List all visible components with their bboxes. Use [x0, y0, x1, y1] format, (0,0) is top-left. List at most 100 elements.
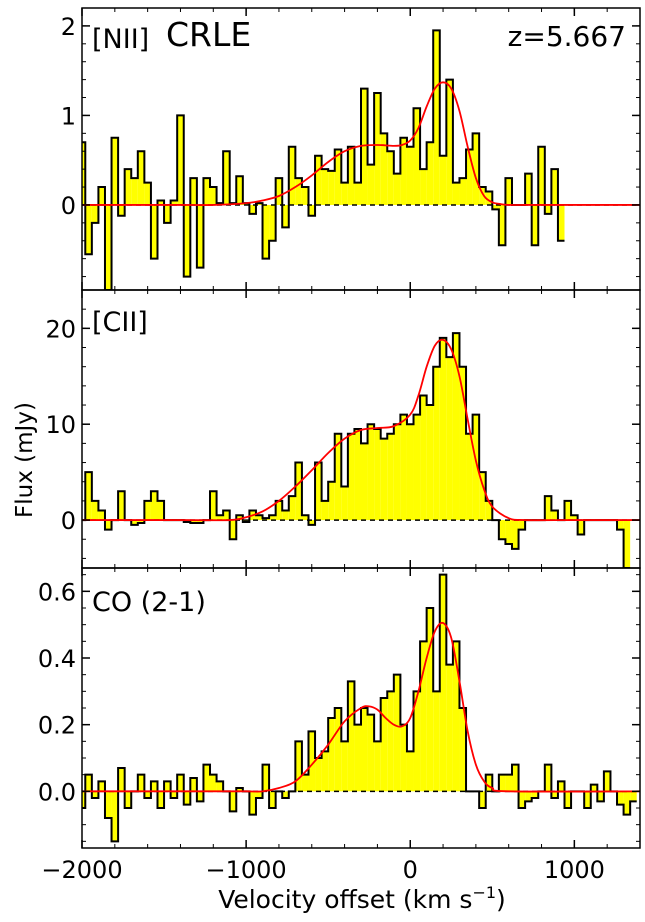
co-flux-bin [321, 751, 329, 792]
co-flux-bin [124, 791, 132, 808]
cii-flux-bin [479, 472, 486, 521]
co-flux-bin [511, 764, 519, 792]
nii-flux-bin [164, 204, 171, 223]
nii-flux-bin [439, 155, 447, 205]
nii-flux-bin [485, 191, 493, 205]
cii-flux-bin [150, 491, 158, 521]
co-flux-bin [190, 778, 197, 792]
cii-flux-bin [321, 500, 329, 521]
co-flux-bin [367, 714, 375, 792]
nii-flux-bin [400, 137, 407, 205]
nii-ytick-label: 0 [61, 192, 76, 220]
co-flux-bin [420, 641, 427, 792]
cii-flux-bin [210, 491, 217, 521]
cii-flux-bin [347, 433, 355, 521]
co-flux-bin [485, 774, 493, 792]
nii-flux-bin [433, 30, 440, 205]
cii-flux-bin [282, 510, 289, 521]
nii-flux-bin [137, 151, 145, 205]
nii-flux-bin [393, 173, 401, 205]
co-flux-bin [301, 774, 309, 792]
nii-flux-bin [479, 187, 486, 205]
co-flux-bin [354, 724, 361, 792]
cii-flux-bin [393, 424, 401, 521]
nii-flux-bin [505, 178, 512, 205]
co-flux-bin [590, 784, 598, 792]
nii-flux-bin [210, 187, 217, 205]
cii-flux-bin [361, 443, 368, 521]
nii-flux-bin [420, 169, 427, 205]
co-flux-bin [498, 774, 506, 792]
co-flux-bin [597, 791, 604, 802]
co-flux-bin [236, 788, 243, 792]
cii-flux-bin [85, 472, 92, 521]
nii-flux-bin [492, 204, 499, 210]
cii-flux-bin [367, 424, 375, 521]
cii-flux-bin [439, 337, 447, 521]
nii-flux-bin [170, 200, 178, 205]
nii-flux-bin [498, 204, 506, 246]
nii-flux-bin [406, 146, 414, 205]
cii-flux-bin [118, 491, 125, 521]
nii-spectrum-step-line [82, 29, 565, 290]
co-flux-bin [452, 641, 460, 792]
cii-flux-bin [229, 520, 237, 540]
co-flux-bin [617, 791, 624, 805]
cii-ytick-label: 20 [45, 315, 76, 343]
nii-flux-bin [472, 133, 480, 205]
cii-flux-bin [131, 520, 138, 525]
object-name: CRLE [166, 15, 251, 54]
cii-flux-bin [446, 357, 453, 521]
co-flux-bin [630, 791, 637, 802]
nii-flux-bin [269, 204, 276, 241]
nii-flux-bin [82, 142, 86, 205]
cii-flux-bin [623, 520, 631, 568]
nii-flux-bin [104, 204, 112, 290]
co-gaussian-fit [82, 621, 640, 793]
x-axis-label-main: Velocity offset (km s [218, 885, 472, 914]
nii-flux-bin [361, 88, 368, 205]
nii-flux-bin [295, 178, 302, 205]
nii-flux-bin [203, 178, 211, 205]
co-flux-bin [229, 791, 237, 812]
cii-flux-bin [137, 520, 145, 523]
nii-flux-bin [544, 204, 552, 214]
co-flux-bin [295, 741, 302, 792]
cii-flux-bin [420, 395, 427, 521]
cii-flux-bin [406, 424, 414, 521]
nii-flux-bin [124, 169, 132, 205]
co-flux-bin [334, 708, 342, 792]
nii-flux-bin [308, 204, 316, 216]
nii-flux-bin [387, 151, 394, 205]
cii-flux-bin [413, 414, 421, 521]
nii-flux-bin [111, 137, 119, 205]
co-flux-bin [387, 691, 394, 792]
nii-flux-bin [531, 204, 539, 246]
co-flux-bin [413, 691, 421, 792]
nii-gaussian-fit [82, 81, 640, 206]
cii-flux-bin [354, 429, 361, 521]
co-flux-bin [557, 781, 565, 792]
cii-flux-bin [466, 433, 473, 521]
nii-flux-bin [183, 204, 191, 277]
nii-flux-bin [459, 178, 467, 205]
cii-flux-bin [374, 429, 381, 521]
co-flux-bin [118, 768, 125, 792]
nii-ytick-label: 2 [61, 13, 76, 41]
cii-flux-bin [577, 520, 585, 535]
cii-flux-bin [190, 520, 197, 523]
cii-flux-bin [387, 433, 394, 521]
co-flux-bin [82, 791, 86, 808]
co-flux-bin [164, 781, 171, 792]
co-flux-bin [249, 791, 256, 815]
nii-flux-bin [196, 204, 204, 268]
co-flux-bin [328, 718, 335, 792]
cii-ytick-label: 10 [45, 411, 76, 439]
co-flux-bin [170, 791, 178, 798]
nii-flux-bin [446, 79, 453, 205]
co-flux-bin [361, 708, 368, 792]
co-flux-bin [518, 791, 526, 808]
xtick-label: −1000 [206, 856, 287, 884]
co-flux-bin [623, 791, 631, 815]
cii-flux-bin [400, 414, 407, 521]
